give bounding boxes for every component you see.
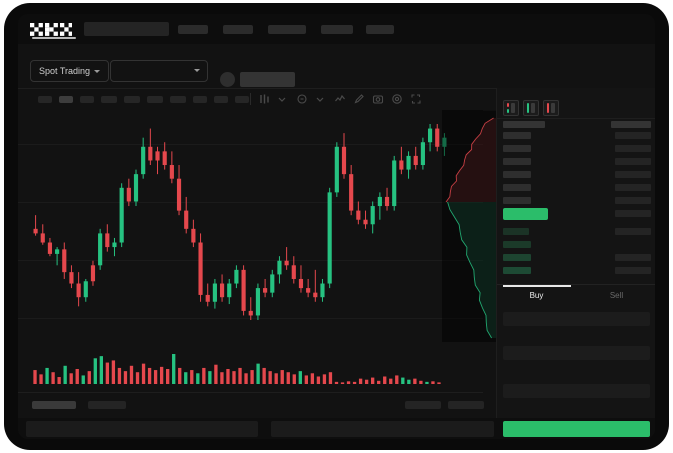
candlestick-chart-icon[interactable] bbox=[258, 93, 270, 105]
orderbook-amount-cell bbox=[615, 267, 651, 274]
orderbook-mode-both-icon[interactable] bbox=[503, 100, 519, 116]
nav-item-1[interactable] bbox=[178, 25, 208, 34]
volume-chart bbox=[18, 342, 483, 392]
orderbook-ask-row[interactable] bbox=[503, 145, 531, 152]
order-price-field[interactable] bbox=[503, 312, 650, 326]
orderbook-amount-cell bbox=[615, 184, 651, 191]
bottom-action-bar bbox=[18, 418, 655, 439]
orderbook-amount-cell bbox=[615, 228, 651, 235]
search-input[interactable] bbox=[84, 22, 169, 36]
timeframe-8[interactable] bbox=[193, 96, 207, 103]
orderbook-bid-row[interactable] bbox=[503, 241, 531, 248]
nav-item-3[interactable] bbox=[268, 25, 306, 34]
orderbook-ask-row[interactable] bbox=[503, 132, 531, 139]
orderbook-ask-row[interactable] bbox=[503, 184, 531, 191]
timeframe-9[interactable] bbox=[214, 96, 228, 103]
timeframe-10[interactable] bbox=[235, 96, 249, 103]
chevron-down-icon bbox=[94, 69, 101, 73]
tab-buy-label: Buy bbox=[529, 291, 544, 300]
trading-mode-selector[interactable]: Spot Trading bbox=[30, 60, 110, 82]
chevron-down-icon bbox=[194, 69, 200, 72]
bottom-action-2[interactable] bbox=[448, 401, 484, 409]
chart-gridline bbox=[18, 260, 483, 261]
orderbook-ask-row[interactable] bbox=[503, 197, 531, 204]
orderbook-header-divider bbox=[497, 118, 655, 119]
orderbook-col-price bbox=[503, 121, 545, 128]
orderbook-bid-row[interactable] bbox=[503, 254, 531, 261]
orderbook-spread-price bbox=[503, 208, 548, 220]
pair-coin-avatar bbox=[220, 72, 235, 87]
tab-sell[interactable]: Sell bbox=[577, 291, 655, 300]
okx-logo[interactable] bbox=[30, 23, 72, 36]
draw-pencil-icon[interactable] bbox=[353, 93, 365, 105]
tab-order-history[interactable] bbox=[88, 401, 126, 409]
chevron-down-icon[interactable] bbox=[276, 93, 288, 105]
depth-chart-overlay bbox=[442, 110, 496, 342]
indicators-icon[interactable] bbox=[296, 93, 308, 105]
app-screen: Spot Trading bbox=[18, 14, 655, 439]
active-side-indicator bbox=[503, 285, 571, 287]
order-total-field[interactable] bbox=[503, 384, 650, 398]
trading-pair-selector[interactable] bbox=[110, 60, 208, 82]
orderbook-ask-row[interactable] bbox=[503, 171, 531, 178]
tab-buy[interactable]: Buy bbox=[497, 291, 576, 300]
timeframe-5[interactable] bbox=[124, 96, 140, 103]
submit-buy-button[interactable] bbox=[503, 421, 650, 437]
order-amount-field[interactable] bbox=[503, 346, 650, 360]
orderbook-amount-cell bbox=[615, 145, 651, 152]
nav-item-2[interactable] bbox=[223, 25, 253, 34]
bottom-input-2[interactable] bbox=[271, 421, 494, 437]
orders-tab-bar bbox=[18, 392, 484, 419]
orderbook-amount-cell bbox=[615, 171, 651, 178]
orderbook-amount-cell bbox=[615, 210, 651, 217]
tab-open-orders[interactable] bbox=[32, 401, 76, 409]
order-entry-form bbox=[497, 306, 655, 439]
nav-item-4[interactable] bbox=[321, 25, 353, 34]
fullscreen-icon[interactable] bbox=[410, 93, 422, 105]
chart-gridline bbox=[18, 144, 483, 145]
settings-gear-icon[interactable] bbox=[391, 93, 403, 105]
price-chart[interactable] bbox=[18, 110, 483, 342]
depth-curve bbox=[445, 117, 496, 339]
trading-mode-label: Spot Trading bbox=[39, 66, 91, 76]
candlestick-series bbox=[33, 124, 447, 320]
orderbook-ask-row[interactable] bbox=[503, 158, 531, 165]
bottom-input-1[interactable] bbox=[26, 421, 258, 437]
orderbook-amount-cell bbox=[615, 158, 651, 165]
chevron-down-icon[interactable] bbox=[314, 93, 326, 105]
market-subheader: Spot Trading bbox=[18, 44, 655, 89]
volume-series bbox=[33, 354, 441, 384]
timeframe-4[interactable] bbox=[101, 96, 117, 103]
orderbook-bid-row[interactable] bbox=[503, 267, 531, 274]
camera-icon[interactable] bbox=[372, 93, 384, 105]
timeframe-3[interactable] bbox=[80, 96, 94, 103]
timeframe-1[interactable] bbox=[38, 96, 52, 103]
orderbook-panel: Buy Sell bbox=[496, 88, 655, 439]
orderbook-amount-cell bbox=[615, 197, 651, 204]
timeframe-2[interactable] bbox=[59, 96, 73, 103]
timeframe-7[interactable] bbox=[170, 96, 186, 103]
timeframe-6[interactable] bbox=[147, 96, 163, 103]
pair-last-price bbox=[240, 72, 295, 87]
toolbar-divider bbox=[250, 93, 251, 105]
buy-sell-tab-bar: Buy Sell bbox=[497, 284, 655, 307]
orderbook-amount-cell bbox=[615, 254, 651, 261]
tab-sell-label: Sell bbox=[609, 291, 624, 300]
active-tab-indicator bbox=[32, 37, 76, 39]
bottom-action-1[interactable] bbox=[405, 401, 441, 409]
orderbook-bid-row[interactable] bbox=[503, 228, 529, 235]
top-navigation-bar bbox=[18, 14, 655, 44]
line-chart-icon[interactable] bbox=[334, 93, 346, 105]
chart-gridline bbox=[18, 202, 483, 203]
orderbook-mode-asks-icon[interactable] bbox=[543, 100, 559, 116]
orderbook-amount-cell bbox=[615, 132, 651, 139]
orderbook-mode-bids-icon[interactable] bbox=[523, 100, 539, 116]
orderbook-col-amount bbox=[611, 121, 651, 128]
nav-item-5[interactable] bbox=[366, 25, 394, 34]
